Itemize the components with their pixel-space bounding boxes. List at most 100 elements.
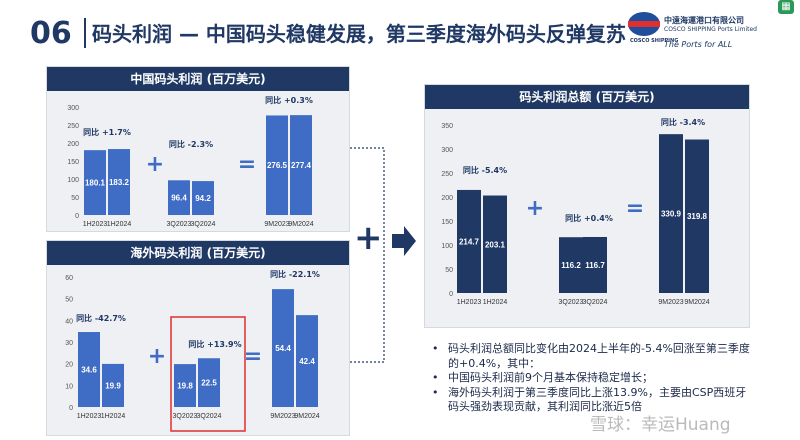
y-tick-label: 250	[441, 171, 453, 178]
company-logo: COSCO SHIPPING 中遠海運港口有限公司 COSCO SHIPPING…	[628, 12, 778, 52]
bar-value-label: 116.7	[585, 261, 605, 270]
bar-value-label: 330.9	[661, 210, 682, 219]
overseas-profit-chart: 0 10 20 30 40 50 60 34.6 1H2023 19.9 1H2024 19.8 3Q2…	[65, 269, 320, 432]
logo-en-name: COSCO SHIPPING Ports Limited	[664, 26, 757, 33]
category-label: 1H2024	[101, 413, 126, 420]
category-label: 9M2024	[294, 413, 319, 420]
y-tick-label: 150	[67, 159, 79, 166]
plus-operator: +	[148, 344, 166, 369]
bar-value-label: 96.4	[171, 194, 187, 203]
category-label: 1H2023	[457, 299, 482, 306]
slide-header: 06 码头利润 — 中国码头稳健发展，第三季度海外码头反弹复苏 COSCO SH…	[0, 0, 800, 62]
bar	[290, 115, 312, 215]
y-tick-label: 350	[441, 123, 453, 130]
bar-value-label: 34.6	[81, 366, 97, 375]
bar-value-label: 22.5	[201, 379, 217, 388]
category-label: 9M2024	[684, 299, 709, 306]
watermark-text: 雪球：幸运Huang	[590, 415, 731, 435]
yoy-annotation: 同比 +1.7%	[83, 127, 131, 137]
bar-value-label: 42.4	[299, 357, 315, 366]
y-tick-label: 150	[441, 219, 453, 226]
y-tick-label: 50	[65, 297, 73, 304]
y-tick-label: 10	[65, 383, 73, 390]
overseas-panel-title: 海外码头利润 (百万美元)	[47, 241, 349, 265]
logo-cn-name: 中遠海運港口有限公司	[664, 16, 744, 25]
equals-operator: =	[626, 196, 644, 221]
right-arrow-icon	[392, 226, 416, 256]
category-label: 1H2023	[77, 413, 102, 420]
china-profit-panel: 中国码头利润 (百万美元) 0 50 100 150 200 250 300 180.1 1H2…	[46, 66, 350, 232]
category-label: 3Q2024	[197, 413, 222, 420]
equals-operator: =	[238, 152, 256, 177]
yoy-annotation: 同比 -2.3%	[169, 139, 213, 149]
y-tick-label: 20	[65, 362, 73, 369]
category-label: 9M2024	[288, 221, 313, 228]
y-tick-label: 300	[441, 147, 453, 154]
y-tick-label: 50	[445, 267, 453, 274]
page-number: 06	[30, 16, 72, 51]
plus-operator: +	[146, 152, 164, 177]
bar-value-label: 180.1	[85, 179, 106, 188]
category-label: 9M2023	[270, 413, 295, 420]
bar	[272, 289, 294, 407]
yoy-annotation: 同比 +0.3%	[265, 95, 313, 105]
bar-value-label: 54.4	[275, 344, 291, 353]
bar-value-label: 214.7	[459, 237, 480, 246]
category-label: 1H2024	[483, 299, 508, 306]
bar-value-label: 277.4	[291, 161, 312, 170]
total-profit-panel: 码头利润总额 (百万美元) 0 50 100 150 200 250 300 350 214.7…	[424, 84, 750, 328]
category-label: 9M2023	[264, 221, 289, 228]
yoy-annotation: 同比 -5.4%	[463, 165, 507, 175]
category-label: 3Q2024	[583, 299, 608, 306]
bar	[685, 139, 709, 293]
bar	[266, 115, 288, 215]
bar	[296, 315, 318, 407]
bar	[583, 236, 607, 293]
dotted-bracket	[350, 147, 385, 363]
y-tick-label: 50	[71, 195, 79, 202]
grid-app-icon[interactable]: ▦	[778, 0, 794, 14]
bar	[78, 332, 100, 407]
y-tick-label: 0	[449, 291, 453, 298]
total-profit-chart: 0 50 100 150 200 250 300 350 214.7 1H2023 203.1 1H2…	[441, 117, 709, 306]
y-tick-label: 300	[67, 105, 79, 112]
bar-value-label: 19.9	[105, 381, 121, 390]
bar-value-label: 183.2	[109, 178, 130, 187]
yoy-annotation: 同比 -3.4%	[661, 117, 705, 127]
category-label: 3Q2023	[167, 221, 192, 228]
bar	[559, 237, 583, 293]
y-tick-label: 100	[441, 243, 453, 250]
bar	[483, 195, 507, 293]
bar-value-label: 116.2	[561, 261, 581, 270]
plus-operator: +	[526, 196, 544, 221]
y-tick-label: 200	[441, 195, 453, 202]
category-label: 3Q2024	[191, 221, 216, 228]
bar	[168, 180, 190, 215]
category-label: 3Q2023	[173, 413, 198, 420]
bar-value-label: 203.1	[485, 240, 506, 249]
bar	[198, 358, 220, 407]
y-tick-label: 0	[69, 405, 73, 412]
bullet-item: 海外码头利润于第三季度同比上涨13.9%，主要由CSP西班牙码头强劲表现贡献，其…	[430, 386, 750, 415]
yoy-annotation: 同比 -22.1%	[270, 269, 320, 279]
bar	[659, 134, 683, 293]
y-tick-label: 250	[67, 123, 79, 130]
bar	[84, 150, 106, 215]
y-tick-label: 100	[67, 177, 79, 184]
category-label: 3Q2023	[559, 299, 584, 306]
total-panel-title: 码头利润总额 (百万美元)	[425, 85, 749, 109]
bar	[192, 181, 214, 215]
slide-title: 码头利润 — 中国码头稳健发展，第三季度海外码头反弹复苏	[92, 22, 626, 46]
bar-value-label: 94.2	[195, 194, 211, 203]
bar	[174, 364, 196, 407]
bar-value-label: 19.8	[177, 382, 193, 391]
logo-badge-text: COSCO SHIPPING	[630, 38, 679, 44]
overseas-profit-panel: 海外码头利润 (百万美元) 0 10 20 30 40 50 60 34.6 1H2023 19.…	[46, 240, 350, 436]
bar	[108, 149, 130, 215]
equals-operator: =	[244, 344, 262, 369]
highlight-box	[170, 316, 246, 432]
category-label: 9M2023	[658, 299, 683, 306]
y-tick-label: 30	[65, 340, 73, 347]
logo-tagline: The Ports for ALL	[664, 40, 733, 49]
